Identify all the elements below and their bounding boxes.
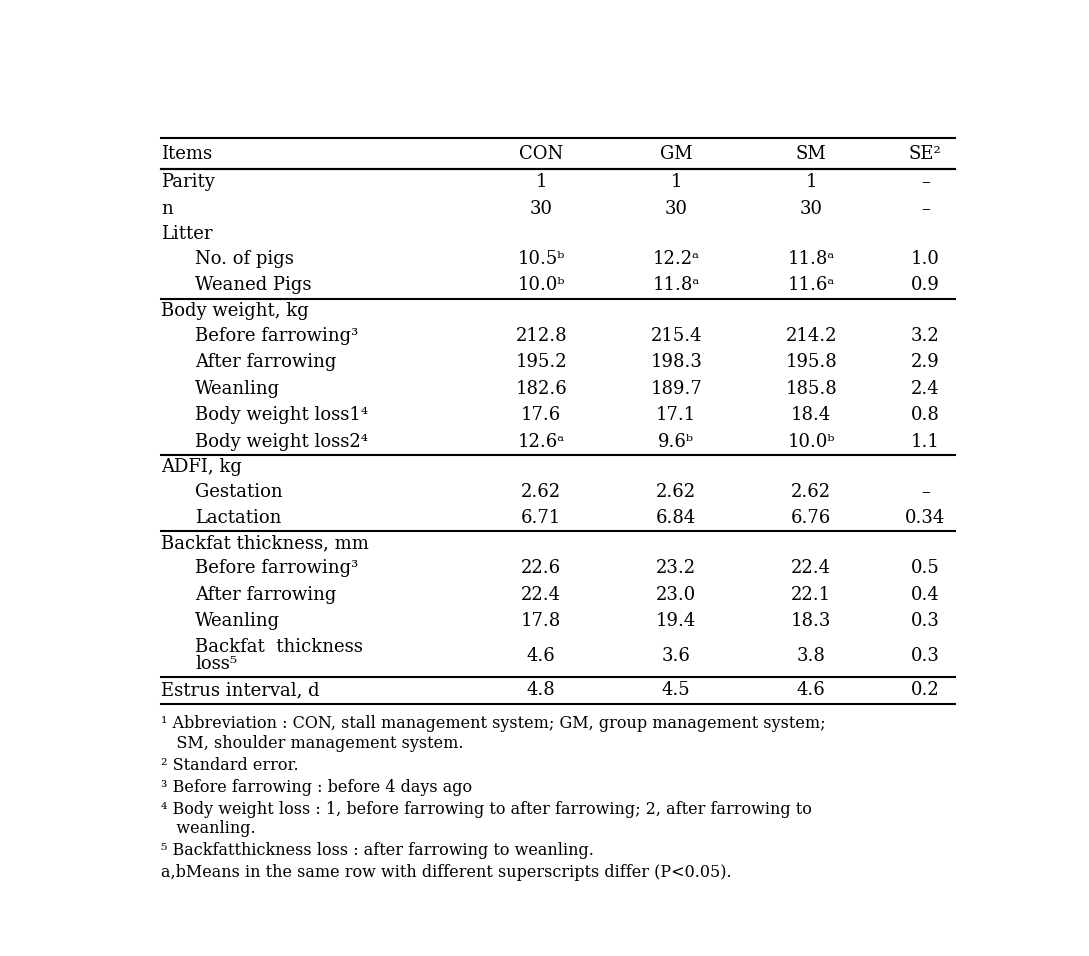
Text: 10.0ᵇ: 10.0ᵇ <box>787 432 835 450</box>
Text: 3.2: 3.2 <box>910 327 940 344</box>
Text: 1: 1 <box>806 173 817 191</box>
Text: 1.1: 1.1 <box>910 432 940 450</box>
Text: 2.9: 2.9 <box>910 353 940 371</box>
Text: 30: 30 <box>664 200 688 218</box>
Text: Body weight loss1⁴: Body weight loss1⁴ <box>195 406 368 424</box>
Text: Before farrowing³: Before farrowing³ <box>195 559 358 577</box>
Text: 2.62: 2.62 <box>657 483 696 501</box>
Text: 10.5ᵇ: 10.5ᵇ <box>517 250 565 268</box>
Text: 17.1: 17.1 <box>657 406 696 424</box>
Text: 9.6ᵇ: 9.6ᵇ <box>658 432 695 450</box>
Text: 11.6ᵃ: 11.6ᵃ <box>787 276 835 294</box>
Text: 18.4: 18.4 <box>792 406 831 424</box>
Text: 1.0: 1.0 <box>910 250 940 268</box>
Text: After farrowing: After farrowing <box>195 353 337 371</box>
Text: Body weight loss2⁴: Body weight loss2⁴ <box>195 432 368 450</box>
Text: 23.2: 23.2 <box>657 559 696 577</box>
Text: 6.71: 6.71 <box>522 510 561 527</box>
Text: Weanling: Weanling <box>195 612 280 630</box>
Text: 23.0: 23.0 <box>657 586 696 603</box>
Text: 0.3: 0.3 <box>910 612 940 630</box>
Text: 11.8ᵃ: 11.8ᵃ <box>652 276 700 294</box>
Text: 212.8: 212.8 <box>515 327 567 344</box>
Text: 30: 30 <box>529 200 553 218</box>
Text: 195.8: 195.8 <box>785 353 837 371</box>
Text: GM: GM <box>660 144 693 163</box>
Text: 22.6: 22.6 <box>522 559 561 577</box>
Text: 0.5: 0.5 <box>910 559 940 577</box>
Text: 198.3: 198.3 <box>650 353 702 371</box>
Text: 195.2: 195.2 <box>515 353 567 371</box>
Text: Weaned Pigs: Weaned Pigs <box>195 276 311 294</box>
Text: 3.8: 3.8 <box>797 647 825 664</box>
Text: 1: 1 <box>536 173 547 191</box>
Text: –: – <box>921 200 930 218</box>
Text: 22.1: 22.1 <box>792 586 831 603</box>
Text: 10.0ᵇ: 10.0ᵇ <box>517 276 565 294</box>
Text: Estrus interval, d: Estrus interval, d <box>161 682 320 700</box>
Text: 0.9: 0.9 <box>910 276 940 294</box>
Text: Backfat thickness, mm: Backfat thickness, mm <box>161 534 369 553</box>
Text: 4.5: 4.5 <box>662 682 690 700</box>
Text: Parity: Parity <box>161 173 216 191</box>
Text: Items: Items <box>161 144 212 163</box>
Text: 12.2ᵃ: 12.2ᵃ <box>652 250 700 268</box>
Text: ADFI, kg: ADFI, kg <box>161 458 243 475</box>
Text: Gestation: Gestation <box>195 483 283 501</box>
Text: 189.7: 189.7 <box>650 380 702 398</box>
Text: 4.6: 4.6 <box>527 647 555 664</box>
Text: 17.8: 17.8 <box>522 612 561 630</box>
Text: 1: 1 <box>671 173 682 191</box>
Text: Backfat  thickness: Backfat thickness <box>195 639 363 656</box>
Text: 17.6: 17.6 <box>522 406 561 424</box>
Text: 2.4: 2.4 <box>910 380 940 398</box>
Text: ⁵ Backfatthickness loss : after farrowing to weanling.: ⁵ Backfatthickness loss : after farrowin… <box>161 842 595 859</box>
Text: 214.2: 214.2 <box>785 327 837 344</box>
Text: a,bMeans in the same row with different superscripts differ (P<0.05).: a,bMeans in the same row with different … <box>161 864 732 881</box>
Text: 4.8: 4.8 <box>527 682 555 700</box>
Text: 11.8ᵃ: 11.8ᵃ <box>787 250 835 268</box>
Text: 0.3: 0.3 <box>910 647 940 664</box>
Text: loss⁵: loss⁵ <box>195 655 237 673</box>
Text: –: – <box>921 483 930 501</box>
Text: 0.8: 0.8 <box>910 406 940 424</box>
Text: ³ Before farrowing : before 4 days ago: ³ Before farrowing : before 4 days ago <box>161 779 473 795</box>
Text: Litter: Litter <box>161 225 213 243</box>
Text: 3.6: 3.6 <box>662 647 690 664</box>
Text: ¹ Abbreviation : CON, stall management system; GM, group management system;
   S: ¹ Abbreviation : CON, stall management s… <box>161 715 827 752</box>
Text: n: n <box>161 200 173 218</box>
Text: 2.62: 2.62 <box>792 483 831 501</box>
Text: 22.4: 22.4 <box>792 559 831 577</box>
Text: SE²: SE² <box>909 144 942 163</box>
Text: 0.2: 0.2 <box>910 682 940 700</box>
Text: Weanling: Weanling <box>195 380 280 398</box>
Text: 182.6: 182.6 <box>515 380 567 398</box>
Text: 0.4: 0.4 <box>910 586 940 603</box>
Text: 18.3: 18.3 <box>791 612 832 630</box>
Text: 30: 30 <box>799 200 823 218</box>
Text: 215.4: 215.4 <box>650 327 702 344</box>
Text: Before farrowing³: Before farrowing³ <box>195 327 358 344</box>
Text: 2.62: 2.62 <box>522 483 561 501</box>
Text: 22.4: 22.4 <box>522 586 561 603</box>
Text: 6.76: 6.76 <box>792 510 831 527</box>
Text: ⁴ Body weight loss : 1, before farrowing to after farrowing; 2, after farrowing : ⁴ Body weight loss : 1, before farrowing… <box>161 801 812 837</box>
Text: 6.84: 6.84 <box>657 510 696 527</box>
Text: Lactation: Lactation <box>195 510 282 527</box>
Text: –: – <box>921 173 930 191</box>
Text: After farrowing: After farrowing <box>195 586 337 603</box>
Text: 4.6: 4.6 <box>797 682 825 700</box>
Text: Body weight, kg: Body weight, kg <box>161 301 309 319</box>
Text: CON: CON <box>519 144 563 163</box>
Text: ² Standard error.: ² Standard error. <box>161 756 299 773</box>
Text: 12.6ᵃ: 12.6ᵃ <box>517 432 565 450</box>
Text: No. of pigs: No. of pigs <box>195 250 294 268</box>
Text: 0.34: 0.34 <box>905 510 945 527</box>
Text: 19.4: 19.4 <box>657 612 696 630</box>
Text: SM: SM <box>796 144 827 163</box>
Text: 185.8: 185.8 <box>785 380 837 398</box>
